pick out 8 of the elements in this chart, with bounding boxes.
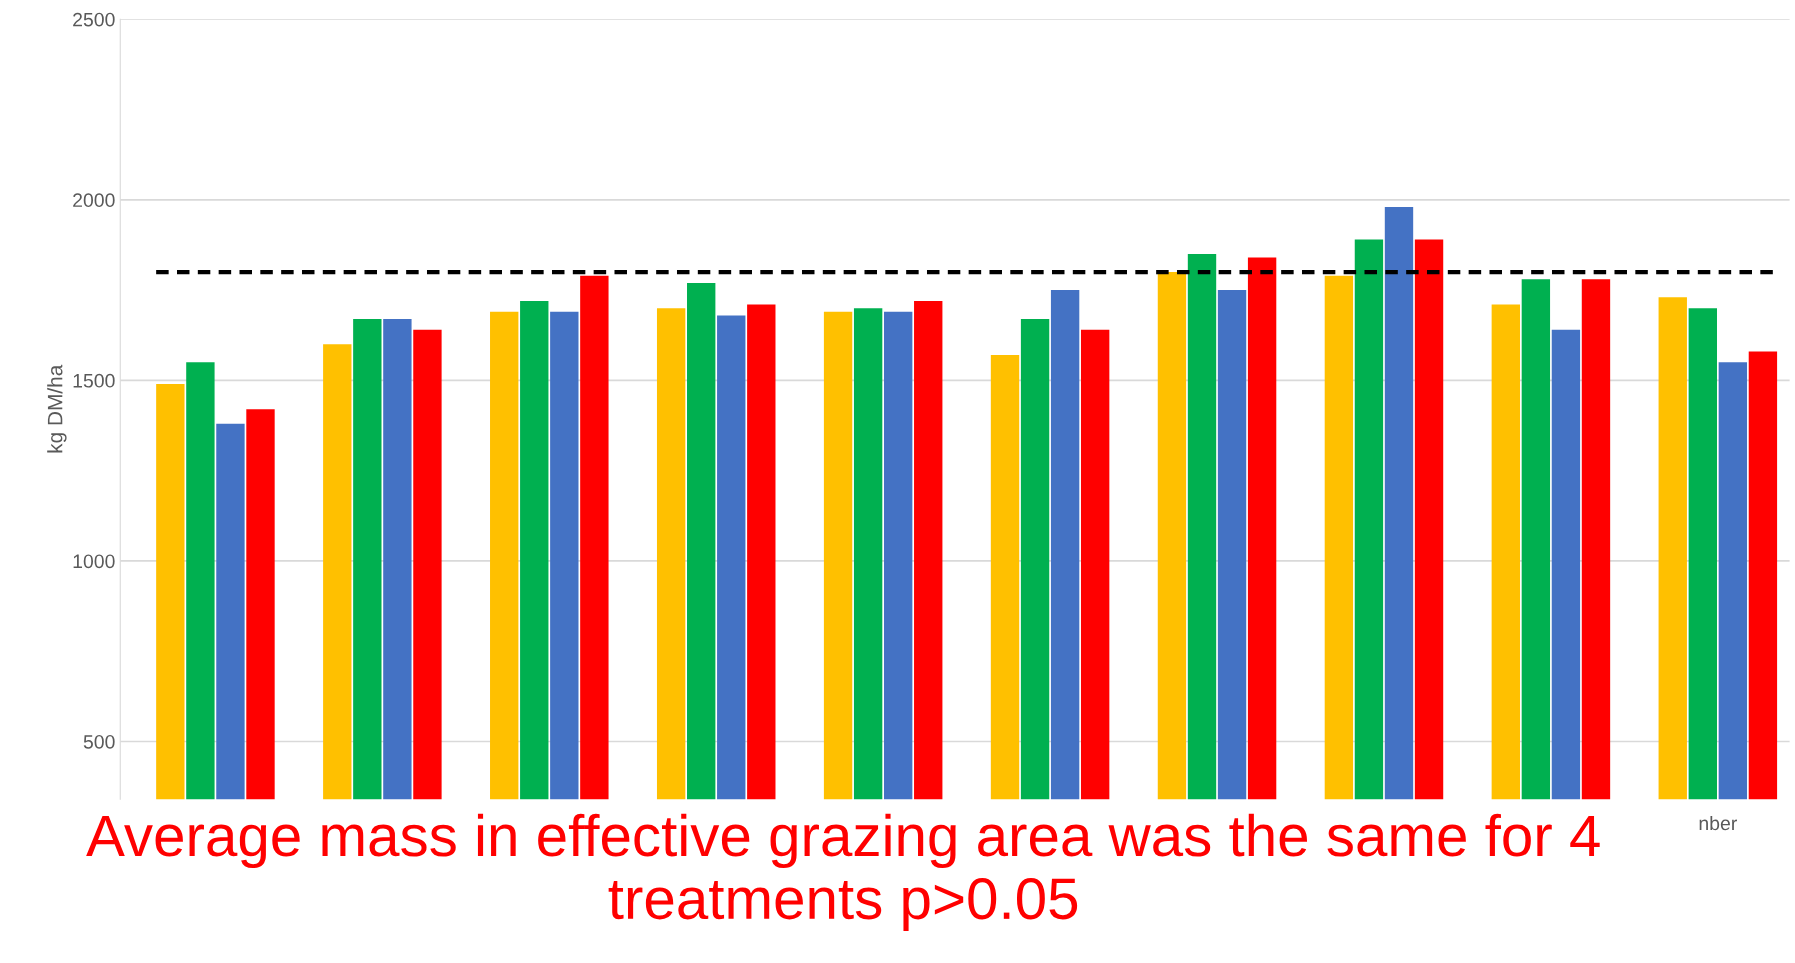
y-axis-title: kg DM/ha (47, 364, 67, 453)
y-tick-label: 500 (83, 734, 115, 749)
y-tick-label: 1000 (73, 554, 115, 569)
text: Average mass in effective grazing area was the same for 4 treatments p>0.05 (86, 813, 1600, 931)
y-tick-label: 1500 (73, 373, 115, 388)
y-tick-label: 2500 (73, 12, 115, 27)
y-tick-label: 2000 (73, 193, 115, 208)
x-tick-label: nber (1699, 815, 1737, 831)
